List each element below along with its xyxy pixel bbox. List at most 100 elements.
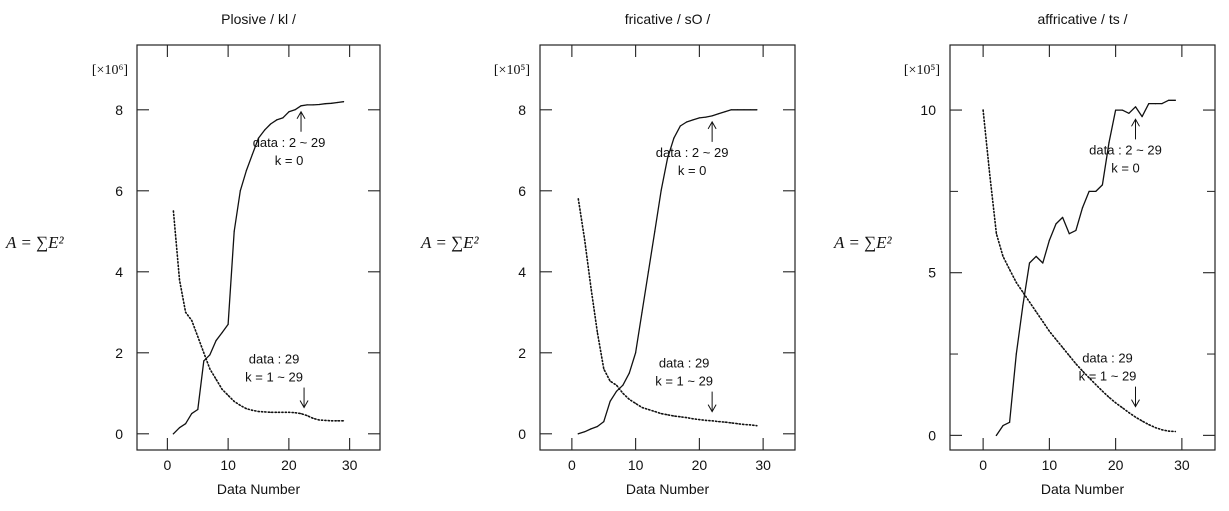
data-point [178, 279, 181, 281]
data-point [1161, 103, 1163, 105]
y-tick-label: 2 [518, 345, 526, 361]
series-line-dotted [982, 109, 1177, 433]
data-point [215, 378, 217, 380]
series-line-solid [995, 99, 1176, 437]
data-point [756, 109, 758, 111]
data-point [596, 425, 599, 428]
data-point [270, 123, 272, 125]
data-point [647, 271, 650, 273]
data-point [1161, 429, 1163, 431]
annotation-text: data : 29 [1082, 351, 1133, 366]
chart-panel-2: fricative / sO / 0 10 20 30 Data Number 0 2 4 6 8 [… [420, 11, 796, 497]
data-point [1134, 416, 1137, 418]
data-point [203, 360, 205, 362]
data-point [209, 368, 211, 370]
data-point [227, 323, 229, 325]
data-point [251, 153, 253, 155]
data-point [628, 372, 630, 374]
series-line-dotted [577, 198, 758, 427]
data-point [577, 433, 579, 435]
data-point [239, 404, 241, 406]
data-point [197, 408, 199, 411]
data-point [1081, 370, 1084, 372]
data-point [294, 109, 296, 111]
annotation-text: data : 29 [659, 356, 710, 371]
data-point [749, 109, 752, 111]
data-point [673, 415, 675, 417]
data-point [603, 421, 605, 423]
data-point [276, 411, 278, 413]
data-point [1028, 262, 1031, 264]
data-point [342, 420, 345, 422]
data-point [995, 233, 998, 235]
data-point [1075, 229, 1077, 231]
data-point [1134, 106, 1137, 108]
data-point [209, 354, 211, 356]
data-point [191, 413, 193, 415]
data-point [306, 104, 308, 106]
data-point [1148, 103, 1150, 105]
data-point [982, 109, 984, 111]
data-point [654, 230, 656, 232]
data-point [1042, 320, 1044, 323]
data-point [654, 410, 656, 413]
data-point [1108, 142, 1110, 144]
annotation-arrowhead [1131, 118, 1140, 127]
data-point [1068, 355, 1070, 357]
annotation-text: data : 2 ~ 29 [656, 145, 729, 160]
y-tick-label: 0 [928, 427, 936, 443]
data-point [1168, 99, 1170, 101]
chart-title: Plosive / kl / [221, 11, 296, 27]
data-point [330, 102, 332, 104]
data-point [705, 419, 707, 421]
x-axis-label: Data Number [1041, 481, 1125, 497]
data-point [647, 408, 650, 411]
data-point [724, 111, 726, 113]
plot-frame [949, 44, 1216, 451]
data-point [698, 419, 701, 421]
data-point [692, 418, 694, 420]
x-tick-label: 30 [755, 457, 771, 473]
data-point [1174, 430, 1176, 433]
data-point [686, 121, 688, 123]
x-tick-label: 30 [342, 457, 358, 473]
data-point [730, 109, 732, 111]
data-point [698, 117, 701, 119]
data-point [590, 428, 592, 430]
data-point [615, 384, 618, 386]
data-point [197, 336, 199, 338]
annotation-arrowhead [707, 404, 717, 413]
data-point [306, 415, 308, 417]
data-point [756, 425, 758, 427]
data-point [660, 413, 662, 415]
data-point [245, 169, 247, 172]
y-tick-label: 2 [115, 345, 123, 361]
data-point [239, 190, 241, 192]
annotation-arrowhead [299, 400, 309, 409]
series-line-dotted [172, 210, 345, 422]
y-multiplier: [×10⁶] [92, 63, 128, 78]
x-tick-label: 20 [281, 457, 297, 473]
data-point [660, 190, 662, 192]
y-axis-label: A = ∑E² [5, 233, 65, 252]
data-point [336, 101, 339, 104]
data-point [1042, 262, 1044, 264]
data-point [1101, 390, 1103, 392]
data-point [590, 287, 592, 289]
data-point [318, 419, 320, 421]
data-point [191, 319, 193, 321]
data-point [737, 423, 739, 425]
data-point [257, 137, 260, 139]
data-point [288, 411, 290, 413]
data-point [989, 174, 991, 176]
data-point [635, 352, 637, 354]
data-point [679, 125, 681, 127]
data-point [995, 434, 998, 436]
y-tick-label: 6 [115, 183, 123, 199]
data-point [743, 109, 745, 111]
data-point [603, 368, 605, 370]
data-point [641, 406, 643, 409]
data-point [1121, 109, 1123, 111]
data-point [257, 410, 260, 413]
data-point [737, 109, 739, 111]
